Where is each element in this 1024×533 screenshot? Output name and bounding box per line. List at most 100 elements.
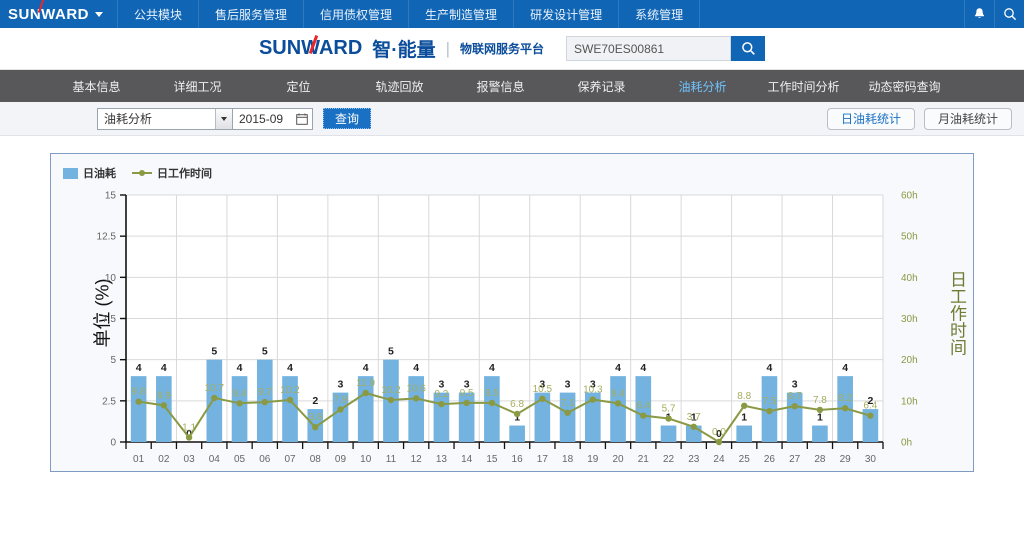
tab-track-playback[interactable]: 轨迹回放 [375,79,424,94]
svg-text:26: 26 [764,454,776,465]
svg-text:5: 5 [110,355,116,366]
bell-icon[interactable] [964,0,994,28]
svg-text:4: 4 [413,362,419,374]
topnav-item-1[interactable]: 售后服务管理 [199,0,305,28]
svg-text:5: 5 [262,346,268,358]
svg-text:3.7: 3.7 [687,412,701,423]
svg-text:2.5: 2.5 [102,396,116,407]
month-input[interactable]: 2015-09 [233,107,313,130]
chart-area: 日油耗 日工作时间 单位 (%) 日工作时间 0 2.5 5 7.5 10 12.5 15 0… [0,136,1024,533]
chevron-down-icon[interactable] [215,108,232,129]
svg-text:02: 02 [158,454,170,465]
svg-text:30: 30 [865,454,877,465]
chevron-down-icon[interactable] [95,11,103,17]
svg-text:1: 1 [514,412,520,424]
tab-location[interactable]: 定位 [286,79,311,94]
svg-text:11: 11 [386,454,397,465]
svg-text:27: 27 [789,454,801,465]
topnav-item-0[interactable]: 公共模块 [117,0,200,28]
tab-fuel-analysis[interactable]: 油耗分析 [678,79,727,94]
svg-text:4: 4 [767,362,773,374]
module-tab-bar: 基本信息 详细工况 定位 轨迹回放 报警信息 保养记录 油耗分析 工作时间分析 … [0,70,1024,102]
monthly-fuel-stat-button[interactable]: 月油耗统计 [923,107,1012,130]
svg-text:4: 4 [136,362,142,374]
topbar-actions [964,0,1024,28]
svg-text:08: 08 [310,454,322,465]
tab-basic-info[interactable]: 基本信息 [72,79,121,94]
svg-text:7.8: 7.8 [813,395,827,406]
brand-logo[interactable]: SUNWARD [0,0,117,28]
svg-text:3: 3 [565,379,571,391]
svg-text:2: 2 [867,395,873,407]
svg-text:50h: 50h [901,232,918,243]
svg-text:22: 22 [663,454,675,465]
svg-text:5: 5 [211,346,217,358]
svg-text:09: 09 [335,454,347,465]
analysis-type-select[interactable]: 油耗分析 [97,107,233,130]
svg-text:4: 4 [363,362,369,374]
legend-label-daily-fuel: 日油耗 [83,168,116,180]
svg-text:9.4: 9.4 [611,388,625,399]
search-icon[interactable] [994,0,1024,28]
topnav-item-3[interactable]: 生产制造管理 [409,0,515,28]
tab-working-time-analysis[interactable]: 工作时间分析 [767,79,840,94]
topnav-item-4[interactable]: 研发设计管理 [514,0,620,28]
svg-text:20: 20 [612,454,624,465]
svg-text:7.1: 7.1 [561,398,575,409]
filter-toolbar: 油耗分析 2015-09 查询 日油耗统计 月油耗统计 [0,102,1024,136]
calendar-icon[interactable] [296,113,308,125]
tab-maintenance-records[interactable]: 保养记录 [577,79,626,94]
analysis-type-value: 油耗分析 [104,112,153,126]
svg-text:21: 21 [638,454,650,465]
svg-text:3.6: 3.6 [308,412,322,423]
svg-text:4: 4 [161,362,167,374]
svg-text:23: 23 [688,454,700,465]
svg-text:15: 15 [105,191,117,202]
svg-text:9.8: 9.8 [132,387,146,398]
svg-text:3: 3 [539,379,545,391]
svg-text:1: 1 [741,412,747,424]
svg-text:28: 28 [814,454,826,465]
svg-text:03: 03 [184,454,196,465]
svg-text:10.5: 10.5 [533,384,553,395]
svg-text:4: 4 [287,362,293,374]
legend-swatch-bar [63,167,78,179]
svg-text:3: 3 [338,379,344,391]
search-input[interactable] [566,36,732,61]
top-nav-items: 公共模块 售后服务管理 信用债权管理 生产制造管理 研发设计管理 系统管理 [117,0,701,28]
svg-text:10.3: 10.3 [583,385,603,396]
svg-text:8.7: 8.7 [788,391,802,402]
svg-text:4: 4 [489,362,495,374]
svg-text:6.8: 6.8 [510,399,524,410]
svg-text:8.8: 8.8 [737,391,751,402]
platform-subtitle: 物联网服务平台 [460,42,545,56]
topnav-item-2[interactable]: 信用债权管理 [304,0,410,28]
svg-text:12.5: 12.5 [97,232,117,243]
svg-text:0h: 0h [901,438,912,449]
tab-alarm-info[interactable]: 报警信息 [476,79,525,94]
query-button[interactable]: 查询 [323,108,372,129]
svg-text:3: 3 [464,379,470,391]
svg-text:04: 04 [209,454,221,465]
search-button[interactable] [731,36,766,61]
svg-text:10.7: 10.7 [205,383,225,394]
tab-dynamic-password-query[interactable]: 动态密码查询 [868,79,941,94]
legend-item-daily-fuel[interactable]: 日油耗 [63,165,116,181]
svg-text:20h: 20h [901,355,918,366]
svg-text:18: 18 [562,454,574,465]
month-value: 2015-09 [239,111,284,126]
svg-text:10.2: 10.2 [280,385,300,396]
legend-label-daily-worktime: 日工作时间 [157,168,212,180]
svg-text:06: 06 [259,454,271,465]
svg-text:60h: 60h [901,191,918,202]
svg-text:5: 5 [388,346,394,358]
topnav-item-5[interactable]: 系统管理 [619,0,701,28]
svg-text:7.9: 7.9 [334,394,348,405]
svg-text:4: 4 [237,362,243,374]
svg-text:10: 10 [105,273,117,284]
legend-item-daily-worktime[interactable]: 日工作时间 [132,165,212,181]
svg-text:30h: 30h [901,314,918,325]
tab-detailed-status[interactable]: 详细工况 [173,79,222,94]
daily-fuel-stat-button[interactable]: 日油耗统计 [826,107,915,130]
